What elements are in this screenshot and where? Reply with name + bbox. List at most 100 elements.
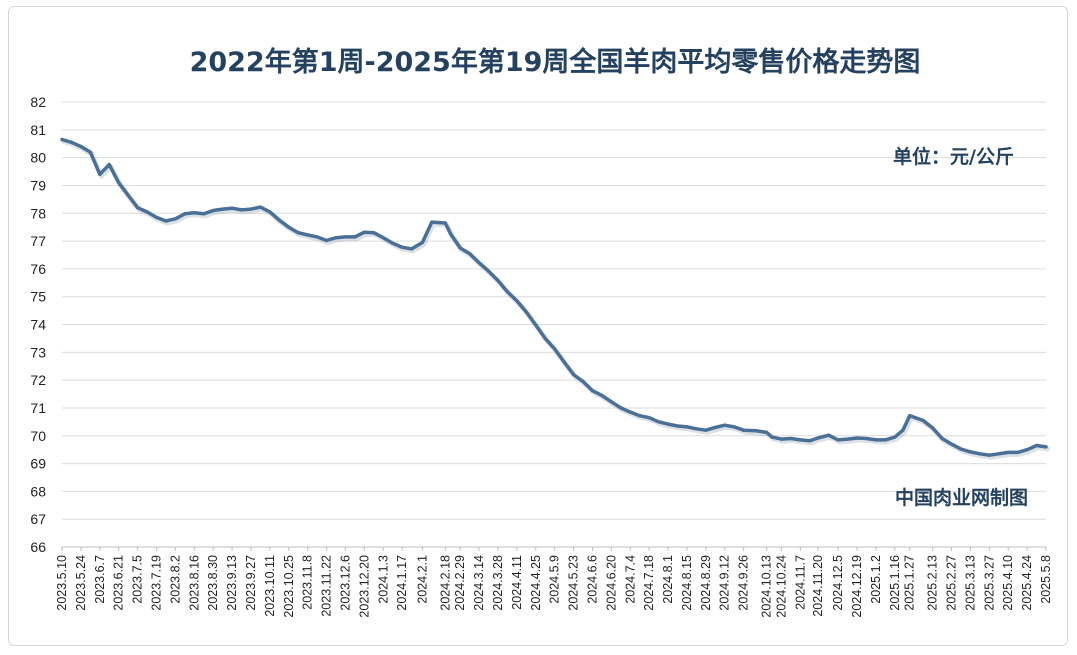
data-point	[694, 427, 699, 431]
x-tick-label: 2024.3.28	[491, 555, 505, 611]
y-tick-label: 66	[30, 539, 46, 555]
x-tick-label: 2024.1.3	[376, 555, 390, 604]
x-tick-label: 2023.10.25	[282, 555, 296, 618]
x-tick-label: 2024.2.29	[453, 555, 467, 611]
chart-title: 2022年第1周-2025年第19周全国羊肉平均零售价格走势图	[190, 46, 921, 78]
x-tick-label: 2025.1.2	[869, 555, 883, 604]
data-point	[362, 230, 366, 234]
y-tick-label: 73	[30, 344, 46, 360]
x-tick-label: 2025.2.13	[926, 555, 940, 611]
data-point	[1035, 443, 1039, 448]
x-tick-label: 2024.8.1	[661, 555, 675, 604]
data-point	[154, 215, 159, 219]
x-tick-label: 2024.6.20	[604, 555, 618, 611]
data-point	[145, 210, 149, 214]
x-tick-label: 2025.1.16	[888, 555, 902, 611]
x-tick-label: 2025.4.10	[1001, 555, 1015, 611]
source-label: 中国肉业网制图	[895, 486, 1028, 509]
data-point	[164, 219, 168, 223]
data-point	[893, 435, 897, 439]
x-tick-label: 2023.9.27	[244, 555, 258, 611]
data-point	[458, 246, 462, 250]
x-tick-label: 2023.5.24	[74, 555, 88, 611]
data-point	[997, 452, 1001, 456]
data-point	[430, 220, 434, 224]
data-point	[258, 205, 262, 209]
x-tick-label: 2025.1.27	[903, 555, 917, 611]
y-tick-label: 82	[30, 94, 46, 110]
x-tick-label: 2023.11.8	[301, 555, 315, 610]
data-point	[381, 236, 385, 240]
data-point	[628, 410, 632, 414]
x-tick-label: 2024.4.25	[529, 555, 543, 611]
data-point	[816, 436, 820, 440]
x-tick-label: 2024.9.12	[718, 555, 732, 611]
x-tick-label: 2024.2.1	[415, 555, 429, 604]
data-point	[572, 373, 576, 377]
x-tick-label: 2025.3.13	[963, 555, 977, 611]
x-tick-label: 2024.5.9	[548, 555, 562, 604]
x-tick-label: 2025.5.8	[1039, 555, 1053, 604]
y-tick-label: 79	[30, 177, 46, 193]
data-point	[931, 426, 935, 430]
data-point	[296, 231, 300, 235]
data-point	[79, 144, 83, 149]
data-point	[230, 206, 234, 210]
data-point	[855, 436, 859, 440]
x-tick-label: 2023.6.7	[93, 555, 107, 604]
x-tick-label: 2024.6.6	[585, 555, 599, 604]
data-point	[315, 235, 319, 239]
data-point	[754, 429, 758, 433]
x-tick-label: 2024.11.20	[811, 555, 825, 617]
data-point	[60, 137, 64, 142]
data-point	[732, 425, 736, 429]
data-point	[192, 211, 196, 215]
x-tick-label: 2024.8.15	[680, 555, 694, 611]
x-tick-label: 2024.7.18	[642, 555, 656, 611]
y-tick-label: 72	[30, 372, 46, 388]
y-tick-label: 70	[30, 428, 46, 444]
x-tick-label: 2024.5.23	[567, 555, 581, 611]
data-point	[1044, 445, 1048, 449]
x-tick-label: 2024.2.18	[438, 555, 452, 611]
y-tick-label: 76	[30, 261, 46, 277]
x-tick-label: 2023.5.10	[55, 555, 69, 611]
data-point	[173, 217, 177, 221]
data-point	[477, 261, 481, 265]
data-point	[978, 452, 982, 456]
data-point	[723, 423, 727, 427]
data-point	[713, 425, 717, 429]
data-point	[742, 428, 746, 432]
data-point	[836, 438, 840, 442]
data-point	[921, 418, 925, 423]
data-point	[543, 336, 547, 340]
series-shadow-0	[61, 139, 1050, 460]
data-point	[789, 436, 793, 441]
series-layer	[60, 137, 1050, 460]
data-point	[334, 236, 338, 240]
data-point	[940, 436, 944, 441]
x-tick-label: 2023.9.13	[225, 555, 239, 611]
y-tick-label: 68	[30, 483, 46, 499]
data-point	[1025, 448, 1029, 452]
data-point	[883, 438, 888, 442]
data-point	[770, 435, 774, 439]
x-tick-label: 2024.8.29	[699, 555, 713, 611]
data-point	[600, 393, 604, 397]
data-point	[765, 430, 769, 434]
data-point	[515, 299, 519, 303]
data-point	[117, 181, 121, 185]
data-point	[69, 140, 73, 144]
x-tick-label: 2024.7.4	[623, 555, 637, 604]
data-point	[400, 245, 404, 249]
data-point	[685, 425, 689, 429]
data-point	[827, 433, 831, 437]
data-point	[619, 406, 623, 410]
data-point	[808, 439, 812, 443]
data-point	[496, 279, 500, 283]
data-point	[107, 163, 111, 167]
data-point	[908, 414, 912, 418]
data-point	[864, 436, 869, 441]
data-point	[343, 235, 348, 239]
